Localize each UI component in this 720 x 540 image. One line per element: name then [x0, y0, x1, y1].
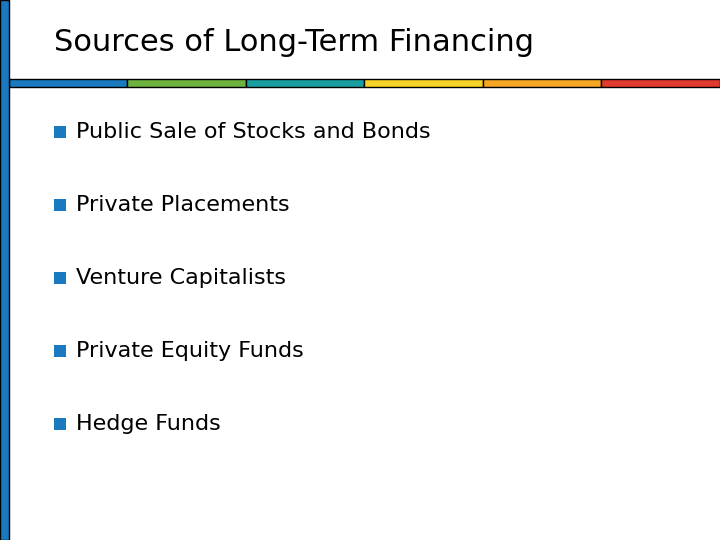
- FancyBboxPatch shape: [9, 79, 127, 87]
- Text: Venture Capitalists: Venture Capitalists: [76, 268, 286, 288]
- FancyBboxPatch shape: [246, 79, 364, 87]
- FancyBboxPatch shape: [601, 79, 720, 87]
- Text: Private Placements: Private Placements: [76, 195, 289, 215]
- Bar: [54, 418, 66, 430]
- FancyBboxPatch shape: [364, 79, 483, 87]
- Text: Private Equity Funds: Private Equity Funds: [76, 341, 303, 361]
- Text: Public Sale of Stocks and Bonds: Public Sale of Stocks and Bonds: [76, 122, 431, 143]
- FancyBboxPatch shape: [127, 79, 246, 87]
- Bar: [54, 345, 66, 357]
- Text: Hedge Funds: Hedge Funds: [76, 414, 220, 434]
- Bar: [54, 272, 66, 284]
- Bar: [54, 199, 66, 211]
- Bar: [54, 126, 66, 138]
- FancyBboxPatch shape: [483, 79, 601, 87]
- Text: Sources of Long-Term Financing: Sources of Long-Term Financing: [54, 28, 534, 57]
